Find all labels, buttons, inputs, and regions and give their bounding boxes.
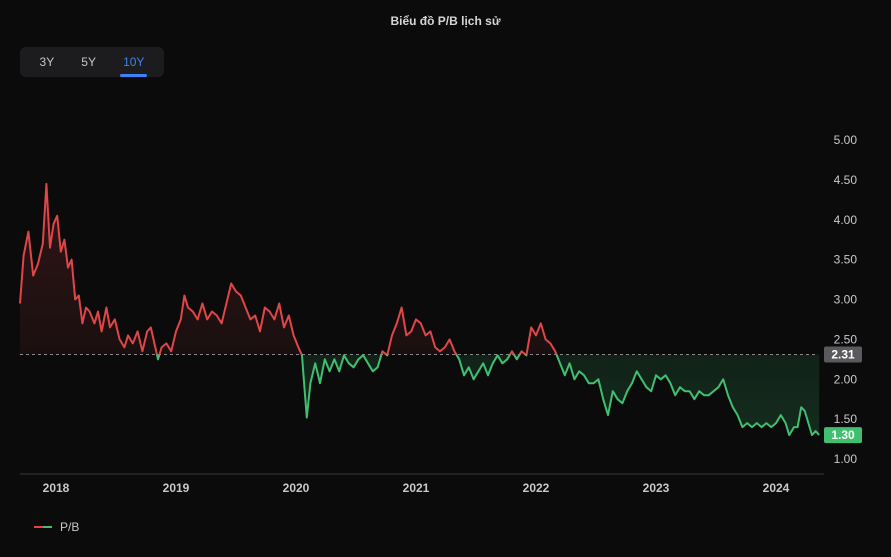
current-value-badge: 1.30	[824, 427, 862, 444]
legend-swatch	[34, 526, 52, 528]
y-tick-label: 1.50	[834, 412, 858, 426]
x-tick-label: 2019	[163, 481, 190, 495]
x-axis-ticks: 2018 2019 2020 2021 2022 2023 2024	[43, 481, 790, 495]
reference-value-badge: 2.31	[824, 346, 862, 363]
y-tick-label: 1.00	[834, 452, 858, 466]
x-tick-label: 2021	[403, 481, 430, 495]
y-axis-ticks: 5.00 4.50 4.00 3.50 3.00 2.50 2.00 1.50 1.00	[834, 133, 858, 466]
y-tick-label: 3.00	[834, 293, 858, 307]
range-10y-button[interactable]: 10Y	[120, 51, 148, 77]
pb-series-line-below	[155, 354, 820, 437]
x-tick-label: 2024	[763, 481, 790, 495]
reference-value-label: 2.31	[831, 348, 855, 362]
x-tick-label: 2023	[643, 481, 670, 495]
area-above-reference	[20, 183, 820, 355]
y-tick-label: 4.50	[834, 173, 858, 187]
y-tick-label: 4.00	[834, 213, 858, 227]
legend-label: P/B	[60, 520, 80, 534]
range-3y-button[interactable]: 3Y	[39, 55, 55, 69]
chart-title: Biểu đồ P/B lịch sử	[390, 14, 501, 28]
range-5y-button[interactable]: 5Y	[81, 55, 96, 69]
x-tick-label: 2022	[523, 481, 550, 495]
legend: P/B	[34, 520, 79, 534]
area-below-reference	[156, 354, 820, 436]
x-tick-label: 2020	[283, 481, 310, 495]
x-tick-label: 2018	[43, 481, 70, 495]
y-tick-label: 2.50	[834, 332, 858, 346]
range-selector: 3Y 5Y 10Y	[20, 47, 164, 77]
y-tick-label: 3.50	[834, 253, 858, 267]
pb-series-line-above	[19, 182, 558, 355]
current-value-label: 1.30	[831, 428, 855, 442]
y-tick-label: 5.00	[834, 133, 858, 147]
y-tick-label: 2.00	[834, 372, 858, 386]
